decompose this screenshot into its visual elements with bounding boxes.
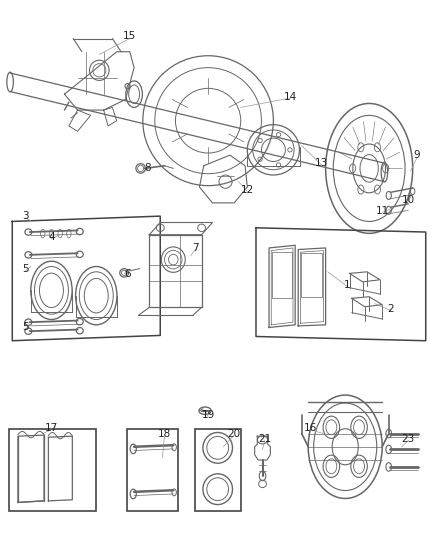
Bar xyxy=(195,429,241,512)
Text: 5: 5 xyxy=(22,264,28,274)
Text: 6: 6 xyxy=(124,270,131,279)
Text: 3: 3 xyxy=(22,211,28,221)
Text: 17: 17 xyxy=(45,423,58,433)
Text: 9: 9 xyxy=(414,150,420,160)
Bar xyxy=(301,253,322,297)
Text: 2: 2 xyxy=(388,304,394,314)
Text: 15: 15 xyxy=(123,31,136,41)
Text: 20: 20 xyxy=(228,429,241,439)
Text: 8: 8 xyxy=(144,164,151,173)
Text: 1: 1 xyxy=(344,280,351,290)
Text: 12: 12 xyxy=(240,184,254,195)
Text: 10: 10 xyxy=(402,195,415,205)
Text: 11: 11 xyxy=(375,206,389,216)
Text: 19: 19 xyxy=(201,410,215,420)
Text: 23: 23 xyxy=(402,434,415,444)
Bar xyxy=(9,429,96,512)
Bar xyxy=(272,252,292,298)
Bar xyxy=(127,429,178,512)
Text: 13: 13 xyxy=(314,158,328,168)
Text: 18: 18 xyxy=(158,429,171,439)
Text: 7: 7 xyxy=(192,243,198,253)
Text: 21: 21 xyxy=(258,434,271,444)
Text: 5: 5 xyxy=(22,322,28,333)
Text: 14: 14 xyxy=(284,92,297,102)
Text: 4: 4 xyxy=(48,232,55,243)
Text: 16: 16 xyxy=(304,423,317,433)
